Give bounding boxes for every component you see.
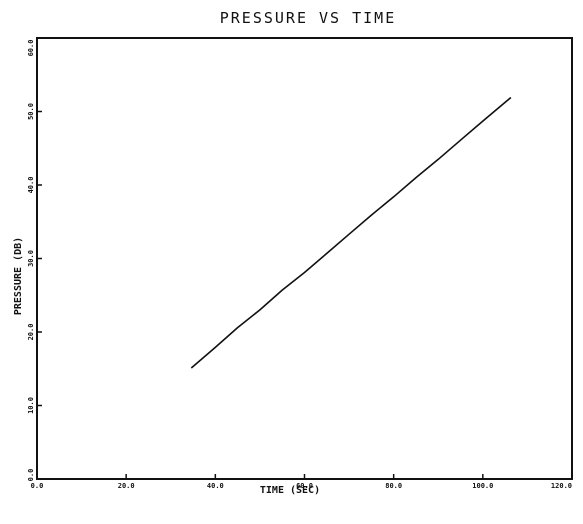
x-tick-label: 80.0 [385,482,402,490]
x-tick-label: 100.0 [472,482,493,490]
y-tick-label: 10.0 [27,397,35,414]
y-tick-label: 50.0 [27,103,35,120]
y-axis-label: PRESSURE (DB) [13,237,24,315]
y-tick-label: 30.0 [27,250,35,267]
y-axis-ticks: 0.0 10.0 20.0 30.0 40.0 50.0 60.0 [27,37,42,482]
x-tick-label: 120.0 [551,482,572,490]
series-layer [190,96,512,369]
x-axis-label: TIME (SEC) [260,485,320,496]
y-tick-label: 60.0 [27,40,35,57]
y-tick-label: 40.0 [27,177,35,194]
y-tick-label: 0.0 [27,469,35,482]
series-line [190,96,512,369]
y-tick-label: 20.0 [27,324,35,341]
x-tick-label: 0.0 [31,482,44,490]
chart-title: PRESSURE VS TIME [220,9,397,27]
x-tick-label: 20.0 [118,482,135,490]
x-tick-label: 60.0 [296,482,313,490]
x-tick-label: 40.0 [207,482,224,490]
plot-area-frame [36,37,573,480]
x-axis-ticks: 0.0 20.0 40.0 60.0 80.0 100.0 120.0 [31,474,573,490]
